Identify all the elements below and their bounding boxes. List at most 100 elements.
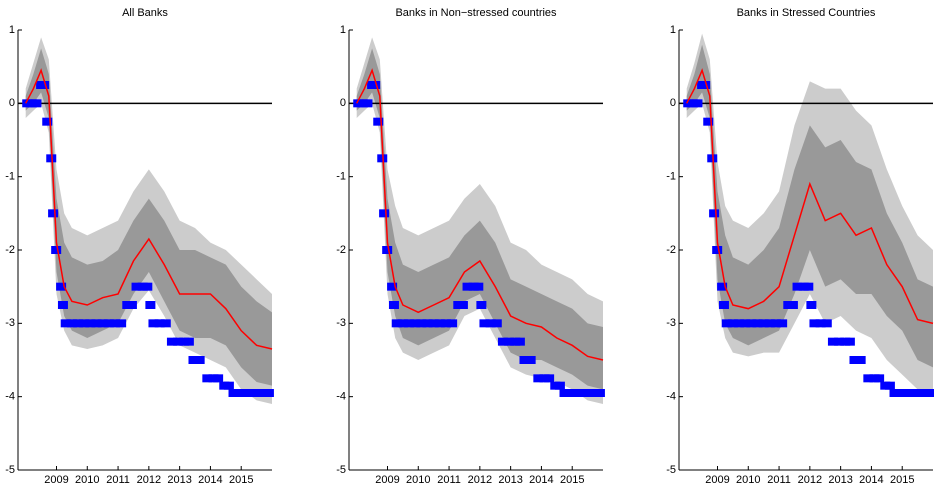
marker bbox=[479, 319, 490, 328]
marker bbox=[31, 99, 42, 108]
marker bbox=[234, 389, 245, 397]
x-tick-label: 2014 bbox=[529, 474, 553, 486]
marker bbox=[777, 319, 788, 328]
marker bbox=[434, 319, 445, 328]
marker bbox=[863, 374, 874, 383]
x-tick-label: 2010 bbox=[75, 474, 99, 486]
x-tick-label: 2009 bbox=[44, 474, 68, 486]
marker bbox=[827, 337, 838, 346]
marker bbox=[391, 319, 402, 328]
marker bbox=[370, 81, 381, 89]
marker bbox=[160, 319, 171, 328]
marker bbox=[721, 319, 732, 328]
marker bbox=[734, 319, 745, 328]
marker bbox=[525, 356, 536, 364]
y-tick-label: -2 bbox=[666, 244, 676, 256]
y-tick-label: 1 bbox=[670, 24, 676, 36]
y-tick-label: 0 bbox=[9, 97, 15, 109]
y-tick-label: -5 bbox=[666, 464, 676, 476]
marker bbox=[91, 319, 102, 328]
marker bbox=[700, 81, 711, 89]
y-tick-label: -3 bbox=[5, 317, 15, 329]
marker bbox=[116, 319, 127, 328]
marker bbox=[253, 389, 264, 397]
marker bbox=[717, 282, 728, 291]
marker bbox=[46, 154, 57, 163]
marker bbox=[809, 319, 820, 328]
marker bbox=[718, 301, 729, 309]
marker bbox=[397, 319, 408, 328]
marker bbox=[787, 301, 798, 309]
marker bbox=[213, 374, 224, 383]
marker bbox=[194, 356, 205, 364]
marker bbox=[447, 319, 458, 328]
marker bbox=[504, 337, 515, 346]
marker bbox=[428, 319, 439, 328]
marker bbox=[377, 154, 388, 163]
marker bbox=[56, 282, 67, 291]
marker bbox=[692, 99, 703, 108]
marker bbox=[404, 319, 415, 328]
marker bbox=[51, 246, 62, 254]
marker bbox=[571, 389, 582, 397]
marker bbox=[514, 337, 525, 346]
x-tick-label: 2012 bbox=[137, 474, 161, 486]
marker bbox=[907, 389, 918, 397]
marker bbox=[131, 282, 142, 291]
x-tick-label: 2010 bbox=[406, 474, 430, 486]
marker bbox=[806, 301, 817, 309]
marker bbox=[48, 209, 59, 218]
marker bbox=[849, 356, 860, 364]
y-tick-label: 1 bbox=[340, 24, 346, 36]
marker bbox=[874, 374, 885, 383]
x-tick-label: 2012 bbox=[468, 474, 492, 486]
y-tick-label: -4 bbox=[5, 391, 15, 403]
marker bbox=[707, 154, 718, 163]
band bbox=[686, 44, 933, 368]
marker bbox=[884, 381, 895, 390]
x-tick-label: 2012 bbox=[798, 474, 822, 486]
marker bbox=[183, 337, 194, 346]
x-tick-label: 2015 bbox=[560, 474, 584, 486]
y-tick-label: 0 bbox=[670, 97, 676, 109]
x-tick-label: 2013 bbox=[828, 474, 852, 486]
marker bbox=[764, 319, 775, 328]
marker bbox=[416, 319, 427, 328]
marker bbox=[889, 389, 900, 397]
y-tick-label: -4 bbox=[666, 391, 676, 403]
marker bbox=[440, 319, 451, 328]
marker bbox=[924, 389, 934, 397]
marker bbox=[519, 356, 530, 364]
marker bbox=[422, 319, 433, 328]
marker bbox=[577, 389, 588, 397]
y-tick-label: -5 bbox=[336, 464, 346, 476]
marker bbox=[914, 389, 925, 397]
marker bbox=[97, 319, 108, 328]
marker bbox=[554, 381, 565, 390]
marker bbox=[382, 246, 393, 254]
y-tick-label: -3 bbox=[336, 317, 346, 329]
marker bbox=[173, 337, 184, 346]
marker bbox=[746, 319, 757, 328]
x-tick-label: 2015 bbox=[229, 474, 253, 486]
marker bbox=[166, 337, 177, 346]
marker bbox=[485, 319, 496, 328]
y-tick-label: -4 bbox=[336, 391, 346, 403]
marker bbox=[103, 319, 114, 328]
marker bbox=[145, 301, 156, 309]
marker bbox=[584, 389, 595, 397]
y-tick-label: -1 bbox=[666, 171, 676, 183]
marker bbox=[223, 381, 234, 390]
x-tick-label: 2011 bbox=[437, 474, 461, 486]
marker bbox=[565, 389, 576, 397]
marker bbox=[263, 389, 274, 397]
x-tick-label: 2011 bbox=[106, 474, 130, 486]
marker bbox=[594, 389, 605, 397]
marker bbox=[388, 301, 399, 309]
marker bbox=[476, 301, 487, 309]
panel-title: Banks in Non−stressed countries bbox=[395, 7, 557, 19]
x-tick-label: 2013 bbox=[498, 474, 522, 486]
marker bbox=[246, 389, 257, 397]
band bbox=[356, 48, 603, 390]
marker bbox=[559, 389, 570, 397]
